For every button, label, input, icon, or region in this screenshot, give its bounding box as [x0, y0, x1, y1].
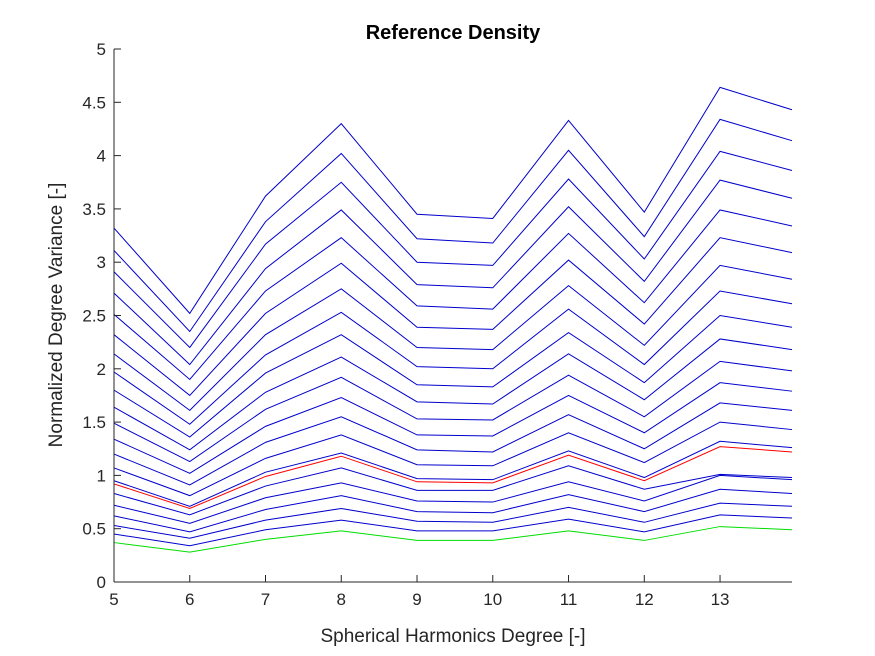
series-line-18	[113, 209, 793, 381]
y-tick-label: 5	[97, 40, 106, 59]
x-ticks: 5 6 7 8 9 10 11 12 13	[109, 575, 729, 609]
plot-area	[114, 49, 792, 582]
series-line-22	[113, 86, 793, 315]
y-tick-label: 2.5	[82, 307, 106, 326]
series-line-7	[113, 446, 793, 509]
y-tick-label: 3.5	[82, 200, 106, 219]
x-tick-label: 8	[337, 590, 346, 609]
x-tick-label: 13	[711, 590, 730, 609]
x-tick-label: 7	[261, 590, 270, 609]
x-tick-label: 6	[185, 590, 194, 609]
series-line-12	[113, 360, 793, 463]
x-tick-label: 9	[412, 590, 421, 609]
x-axis-label: Spherical Harmonics Degree [-]	[320, 626, 585, 647]
series-line-19	[113, 179, 793, 366]
series-line-2	[113, 514, 793, 547]
series-line-8	[113, 440, 793, 507]
series-line-3	[113, 502, 793, 539]
series-line-9	[113, 421, 793, 497]
y-tick-label: 2	[97, 360, 106, 379]
x-tick-label: 11	[560, 590, 578, 609]
y-tick-label: 3	[97, 253, 106, 272]
series-line-15	[113, 290, 793, 425]
chart-title: Reference Density	[366, 22, 541, 44]
x-tick-label: 10	[483, 590, 502, 609]
y-tick-label: 0	[97, 573, 106, 592]
y-tick-label: 0.5	[82, 520, 106, 539]
y-tick-label: 4.5	[82, 93, 106, 112]
y-axis-label: Normalized Degree Variance [-]	[46, 183, 67, 448]
x-tick-label: 12	[635, 590, 654, 609]
series-line-11	[113, 382, 793, 474]
series-line-20	[113, 150, 793, 349]
series-layer	[113, 86, 793, 553]
series-line-1	[113, 526, 793, 553]
series-line-21	[113, 118, 793, 333]
series-line-10	[113, 402, 793, 486]
series-line-6	[113, 465, 793, 516]
x-tick-label: 5	[109, 590, 118, 609]
series-line-5	[113, 474, 793, 524]
series-line-13	[113, 338, 793, 451]
series-line-4	[113, 488, 793, 533]
y-tick-label: 1	[97, 466, 106, 485]
y-tick-label: 4	[97, 147, 106, 166]
series-line-16	[113, 264, 793, 412]
y-tick-label: 1.5	[82, 413, 106, 432]
series-line-17	[113, 237, 793, 397]
y-ticks: 0 0.5 1 1.5 2 2.5 3 3.5 4 4.5 5	[82, 40, 121, 592]
series-line-14	[113, 314, 793, 438]
